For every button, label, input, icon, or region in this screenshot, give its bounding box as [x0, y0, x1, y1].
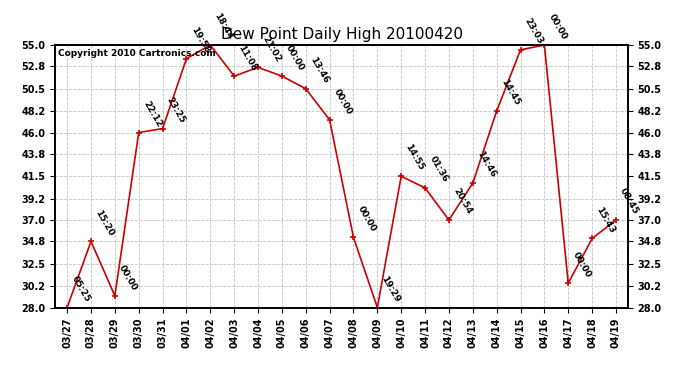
- Text: 14:46: 14:46: [475, 150, 497, 179]
- Text: 14:55: 14:55: [404, 143, 426, 172]
- Text: 08:45: 08:45: [618, 187, 640, 216]
- Text: 15:20: 15:20: [93, 209, 115, 237]
- Text: 00:00: 00:00: [117, 263, 139, 292]
- Text: 19:58: 19:58: [189, 26, 211, 55]
- Text: 00:00: 00:00: [356, 205, 377, 234]
- Text: 11:08: 11:08: [237, 43, 259, 72]
- Text: 22:12: 22:12: [141, 99, 164, 129]
- Text: 01:36: 01:36: [427, 155, 449, 184]
- Text: 00:00: 00:00: [571, 251, 593, 279]
- Text: 14:45: 14:45: [499, 78, 521, 107]
- Text: 05:25: 05:25: [70, 274, 92, 304]
- Title: Dew Point Daily High 20100420: Dew Point Daily High 20100420: [221, 27, 462, 42]
- Text: 15:43: 15:43: [595, 205, 617, 235]
- Text: 00:00: 00:00: [546, 12, 569, 41]
- Text: 19:29: 19:29: [380, 274, 402, 304]
- Text: Copyright 2010 Cartronics.com: Copyright 2010 Cartronics.com: [58, 49, 216, 58]
- Text: 23:03: 23:03: [523, 17, 545, 46]
- Text: 20:54: 20:54: [451, 187, 473, 216]
- Text: 18:44: 18:44: [213, 12, 235, 41]
- Text: 23:25: 23:25: [165, 95, 187, 125]
- Text: 00:00: 00:00: [284, 44, 306, 72]
- Text: 00:00: 00:00: [332, 87, 354, 116]
- Text: 13:46: 13:46: [308, 56, 331, 85]
- Text: 21:02: 21:02: [260, 34, 282, 63]
